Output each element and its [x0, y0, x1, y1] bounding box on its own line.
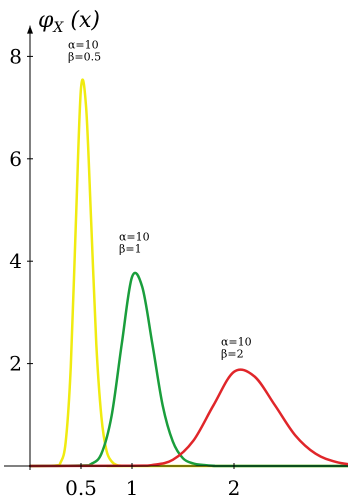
axes	[4, 25, 348, 470]
series-annotation: α=10	[119, 231, 150, 244]
tick-labels: 0.5 1 2 2 4 6 8	[9, 44, 240, 500]
x-tick-label: 2	[228, 476, 241, 500]
y-tick-label: 8	[9, 44, 22, 68]
y-tick-label: 6	[9, 147, 22, 171]
series-annotation: α=10	[221, 336, 252, 349]
series-annotation: β=0.5	[68, 51, 101, 64]
series-annotation: β=2	[221, 348, 244, 361]
series-annotation: α=10	[68, 39, 99, 52]
y-axis-label: φX (x)	[38, 8, 100, 36]
x-tick-label: 1	[126, 476, 139, 500]
curves	[28, 78, 348, 468]
annotations: α=10β=0.5α=10β=1α=10β=2	[68, 39, 252, 361]
density-curve-beta-2	[28, 368, 348, 468]
x-tick-label: 0.5	[65, 476, 97, 500]
density-curve-beta-1	[28, 271, 348, 468]
y-axis-arrow	[27, 25, 33, 34]
y-axis-label-symbol: φ	[38, 8, 54, 33]
series-annotation: β=1	[119, 243, 142, 256]
y-axis-label-argument: (x)	[63, 8, 100, 33]
y-tick-label: 4	[9, 249, 22, 273]
density-curve-beta-0-5	[28, 78, 348, 468]
y-tick-label: 2	[9, 352, 22, 376]
y-axis-label-subscript: X	[52, 20, 64, 36]
